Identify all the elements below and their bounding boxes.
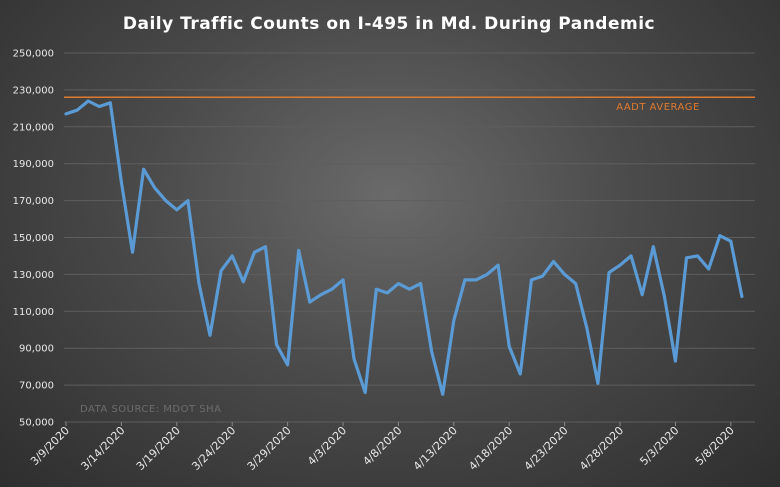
- x-tick-label: 4/13/2020: [411, 424, 460, 473]
- y-tick-label: 50,000: [19, 418, 54, 429]
- y-tick-label: 250,000: [13, 49, 54, 60]
- y-tick-label: 130,000: [13, 270, 54, 281]
- x-tick-label: 3/19/2020: [134, 424, 183, 473]
- y-tick-label: 210,000: [13, 122, 54, 133]
- y-tick-label: 230,000: [13, 85, 54, 96]
- x-tick-label: 3/29/2020: [245, 424, 294, 473]
- x-tick-label: 4/8/2020: [360, 424, 404, 468]
- aadt-average-label: AADT AVERAGE: [616, 102, 700, 113]
- y-tick-label: 90,000: [19, 344, 54, 355]
- series-layer: [64, 99, 744, 396]
- chart-title: Daily Traffic Counts on I-495 in Md. Dur…: [123, 14, 655, 34]
- series-line: [64, 99, 744, 396]
- y-tick-label: 190,000: [13, 159, 54, 170]
- y-tick-label: 70,000: [19, 381, 54, 392]
- source-note: DATA SOURCE: MDOT SHA: [80, 404, 221, 415]
- y-tick-label: 170,000: [13, 196, 54, 207]
- x-tick-label: 4/28/2020: [577, 424, 626, 473]
- x-tick-label: 4/18/2020: [466, 424, 515, 473]
- x-axis-tick-labels: 3/9/2020 3/14/2020 3/19/2020 3/24/2020 3/29/…: [28, 422, 737, 473]
- y-axis-tick-labels: 50,000 70,000 90,000 110,000 130,000 150,000 1…: [13, 49, 54, 429]
- gridlines: [64, 52, 755, 423]
- x-tick-label: 3/9/2020: [28, 424, 72, 468]
- x-tick-label: 5/8/2020: [693, 424, 737, 468]
- x-tick-label: 4/23/2020: [522, 424, 571, 473]
- x-tick-label: 5/3/2020: [637, 424, 681, 468]
- y-tick-label: 110,000: [13, 307, 54, 318]
- x-tick-label: 4/3/2020: [305, 424, 349, 468]
- x-tick-label: 3/24/2020: [189, 424, 238, 473]
- y-tick-label: 150,000: [13, 233, 54, 244]
- x-tick-label: 3/14/2020: [78, 424, 127, 473]
